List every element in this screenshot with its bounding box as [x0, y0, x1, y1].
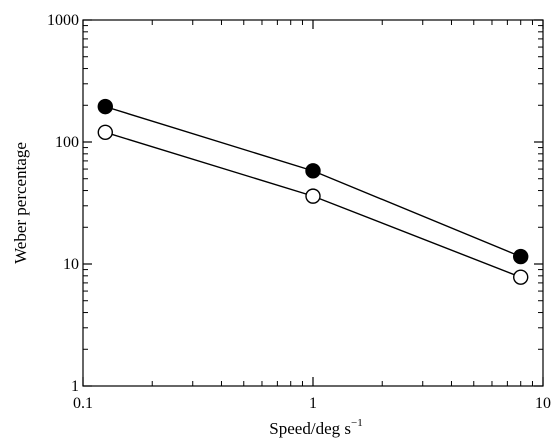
x-tick-label: 10	[535, 395, 551, 412]
series-layer	[97, 98, 529, 285]
data-point-series-1	[305, 188, 321, 204]
y-tick-label: 100	[55, 134, 79, 151]
data-point-series-0	[513, 248, 529, 265]
y-axis-title: Weber percentage	[11, 142, 30, 264]
data-point-series-0	[305, 163, 321, 179]
data-point-series-1	[513, 269, 529, 285]
axis-ticks	[82, 19, 544, 387]
data-point-series-1	[97, 124, 113, 141]
data-point-series-0	[97, 98, 113, 115]
x-tick-label: 0.1	[73, 395, 93, 412]
x-axis-title-superscript: −1	[351, 417, 363, 429]
series-line-0	[105, 105, 521, 258]
y-tick-label: 1	[71, 378, 79, 395]
x-tick-label: 1	[309, 395, 317, 412]
x-axis-title: Speed/deg s−1	[269, 417, 362, 438]
series-line-1	[105, 131, 521, 278]
y-tick-label: 10	[63, 256, 79, 273]
y-tick-label: 1000	[47, 12, 79, 29]
